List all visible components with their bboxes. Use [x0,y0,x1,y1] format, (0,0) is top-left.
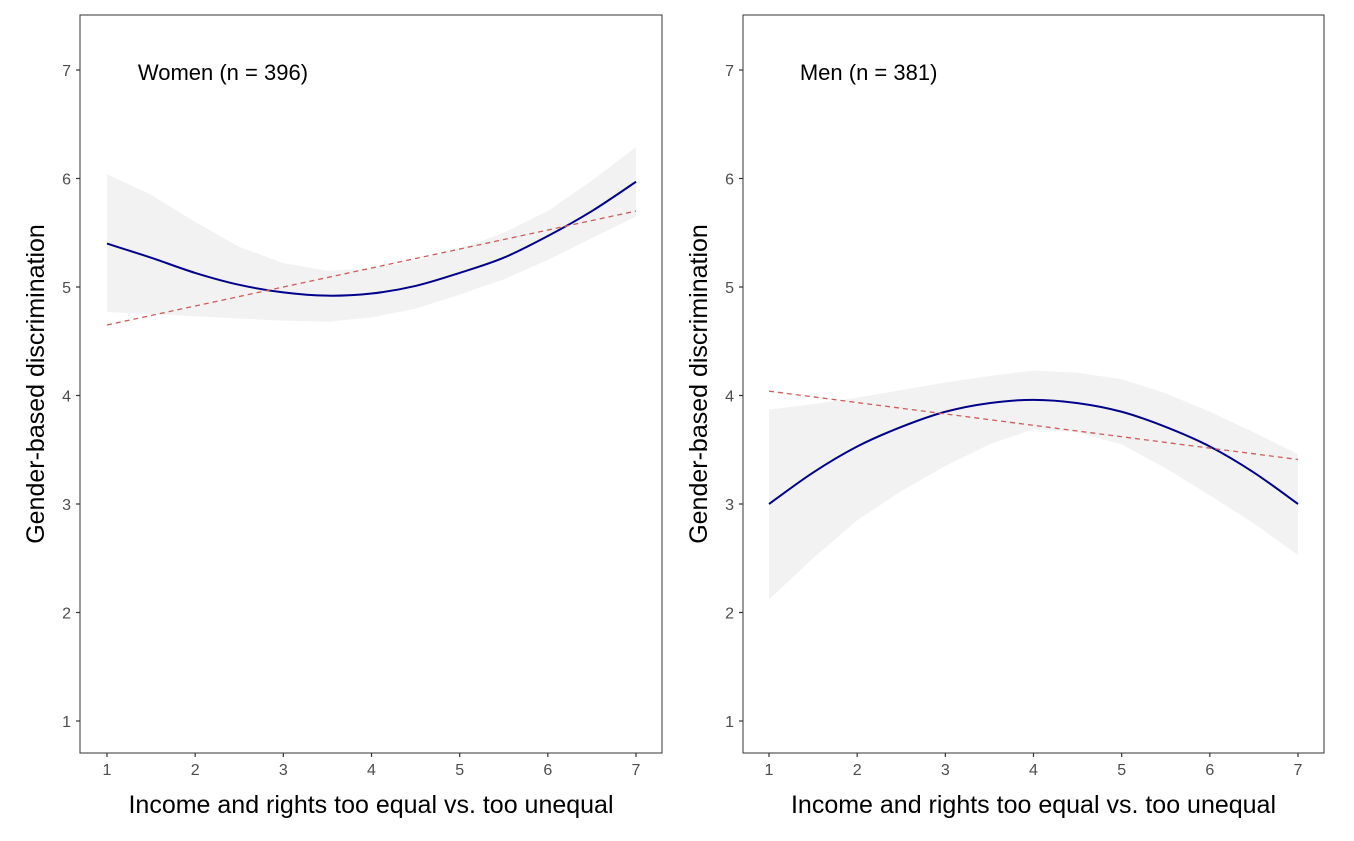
y-tick-label: 3 [62,497,71,514]
y-axis-label: Gender-based discrimination [685,224,713,544]
panel-men: 1 2 3 4 5 6 7 1 2 3 4 5 6 7 Income and rights too equa… [685,14,1325,819]
y-tick-label: 6 [725,172,734,189]
x-tick-label: 5 [455,762,464,779]
y-tick-label: 5 [725,280,734,297]
y-tick-label: 7 [62,63,71,80]
confidence-band [107,147,636,322]
x-tick-label: 3 [279,762,288,779]
panel-annotation: Women (n = 396) [138,60,308,85]
y-axis-label: Gender-based discrimination [22,224,50,544]
y-tick-label: 7 [725,63,734,80]
x-tick-label: 6 [1205,762,1214,779]
x-tick-label: 2 [191,762,200,779]
x-tick-label: 7 [1294,762,1303,779]
linear-fit-line [106,210,637,326]
x-tick-label: 5 [1117,762,1126,779]
x-axis-label: Income and rights too equal vs. too uneq… [128,791,613,819]
panel-women: 1 2 3 4 5 6 7 1 2 3 4 5 6 7 Income and rights too equa… [22,14,663,819]
x-tick-label: 7 [632,762,641,779]
x-tick-label: 6 [543,762,552,779]
y-tick-label: 2 [62,606,71,623]
y-tick-label: 5 [62,280,71,297]
quadratic-fit-line [768,398,1299,505]
x-tick-label: 2 [853,762,862,779]
panel-annotation: Men (n = 381) [800,60,938,85]
confidence-band [769,370,1298,600]
y-tick-label: 4 [62,389,71,406]
quadratic-fit-line [106,180,637,297]
y-tick-label: 3 [725,497,734,514]
x-axis-label: Income and rights too equal vs. too uneq… [791,791,1276,819]
y-tick-label: 4 [725,389,734,406]
x-tick-label: 3 [941,762,950,779]
y-tick-label: 1 [62,714,71,731]
linear-fit-line [768,390,1299,461]
x-tick-label: 1 [103,762,112,779]
panel-border [79,14,663,754]
x-tick-label: 4 [1029,762,1038,779]
x-tick-label: 1 [765,762,774,779]
y-tick-label: 6 [62,172,71,189]
y-tick-label: 2 [725,606,734,623]
x-tick-label: 4 [367,762,376,779]
y-tick-label: 1 [725,714,734,731]
